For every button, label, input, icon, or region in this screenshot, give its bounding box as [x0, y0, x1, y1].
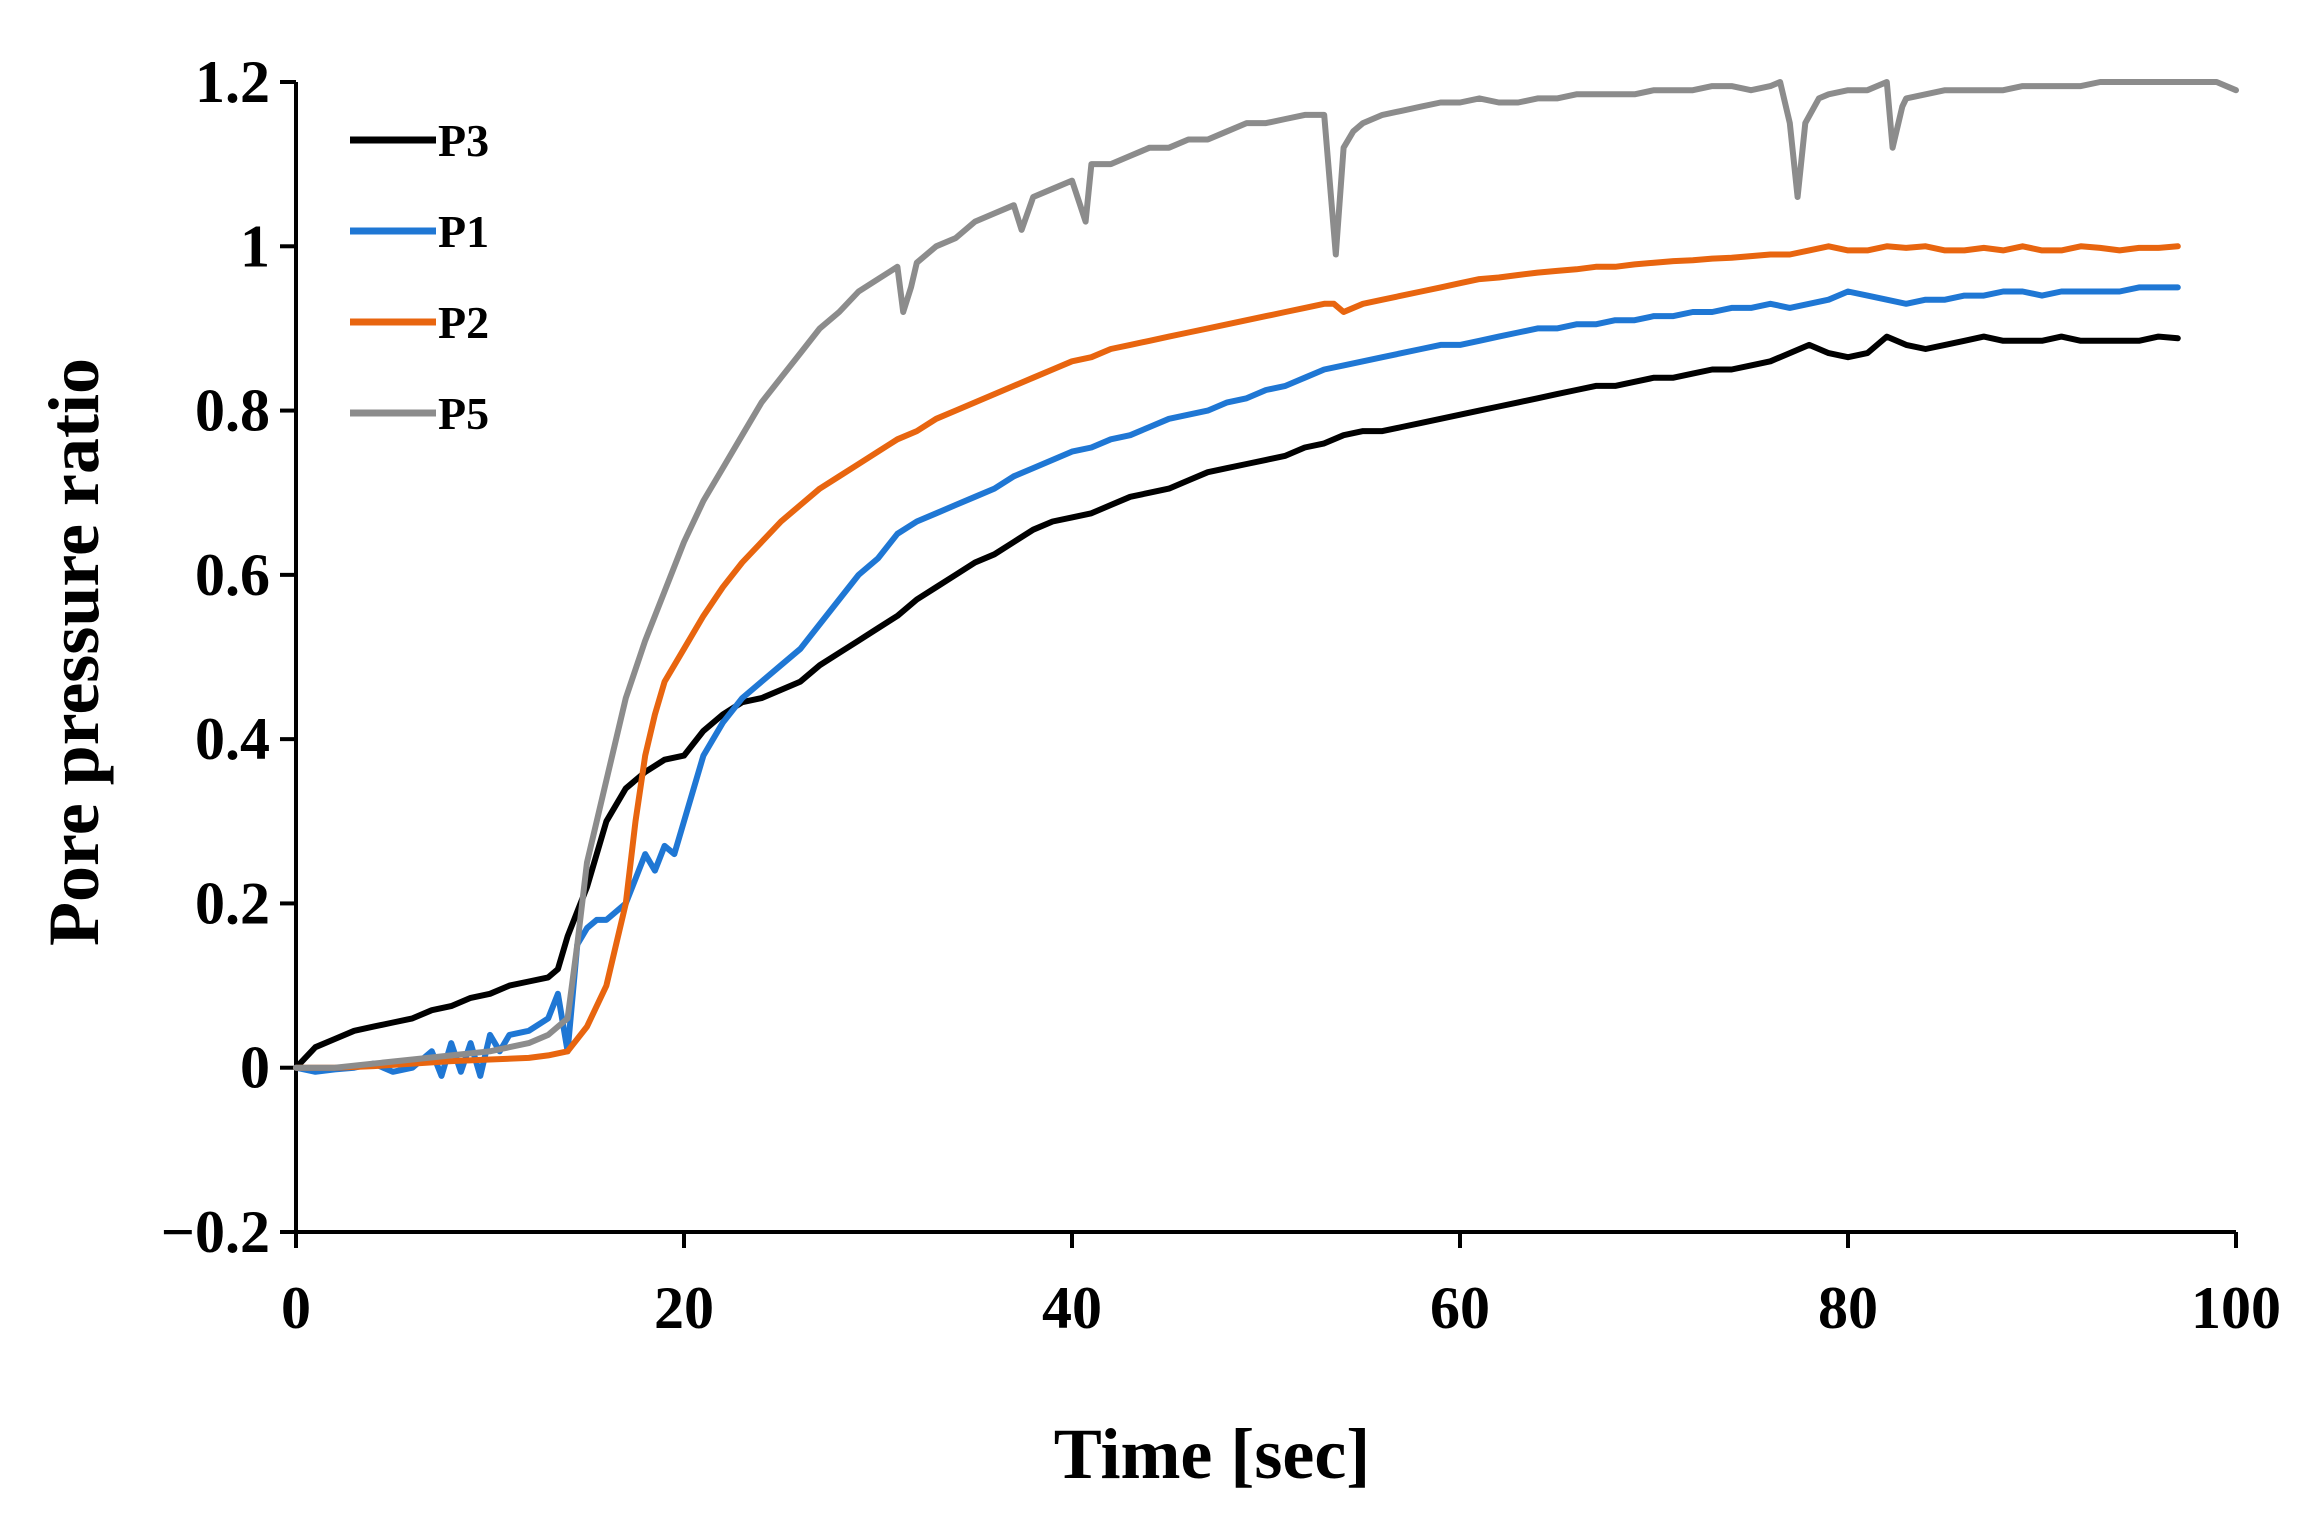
x-tick-label: 60: [1430, 1275, 1490, 1341]
y-axis-title: Pore pressure ratio: [34, 358, 114, 946]
series-line-p1: [293, 284, 2181, 1079]
x-axis-title: Time [sec]: [1054, 1414, 1371, 1494]
x-tick-label: 20: [654, 1275, 714, 1341]
y-tick-label: 0: [240, 1035, 270, 1101]
series-line-p5: [293, 79, 2239, 1071]
series-line-p2: [293, 243, 2181, 1071]
legend-label-p5: P5: [438, 388, 489, 439]
x-tick-label: 80: [1818, 1275, 1878, 1341]
chart-legend: P3 P1 P2 P5: [350, 115, 489, 439]
x-tick-label: 40: [1042, 1275, 1102, 1341]
chart-series: [293, 79, 2239, 1079]
legend-label-p2: P2: [438, 297, 489, 348]
y-tick-label: 0.8: [195, 378, 270, 444]
legend-label-p1: P1: [438, 206, 489, 257]
legend-label-p3: P3: [438, 115, 489, 166]
y-tick-label: 0.4: [195, 706, 270, 772]
x-tick-label: 0: [281, 1275, 311, 1341]
y-tick-label: 1.2: [195, 49, 270, 115]
chart-axes: −0.200.20.40.60.811.20 20 40 60 80 100: [161, 49, 2281, 1341]
y-tick-label: 0.6: [195, 542, 270, 608]
y-tick-label: 0.2: [195, 870, 270, 936]
y-tick-label: −0.2: [161, 1199, 270, 1265]
y-tick-label: 1: [240, 213, 270, 279]
x-tick-label: 100: [2191, 1275, 2281, 1341]
